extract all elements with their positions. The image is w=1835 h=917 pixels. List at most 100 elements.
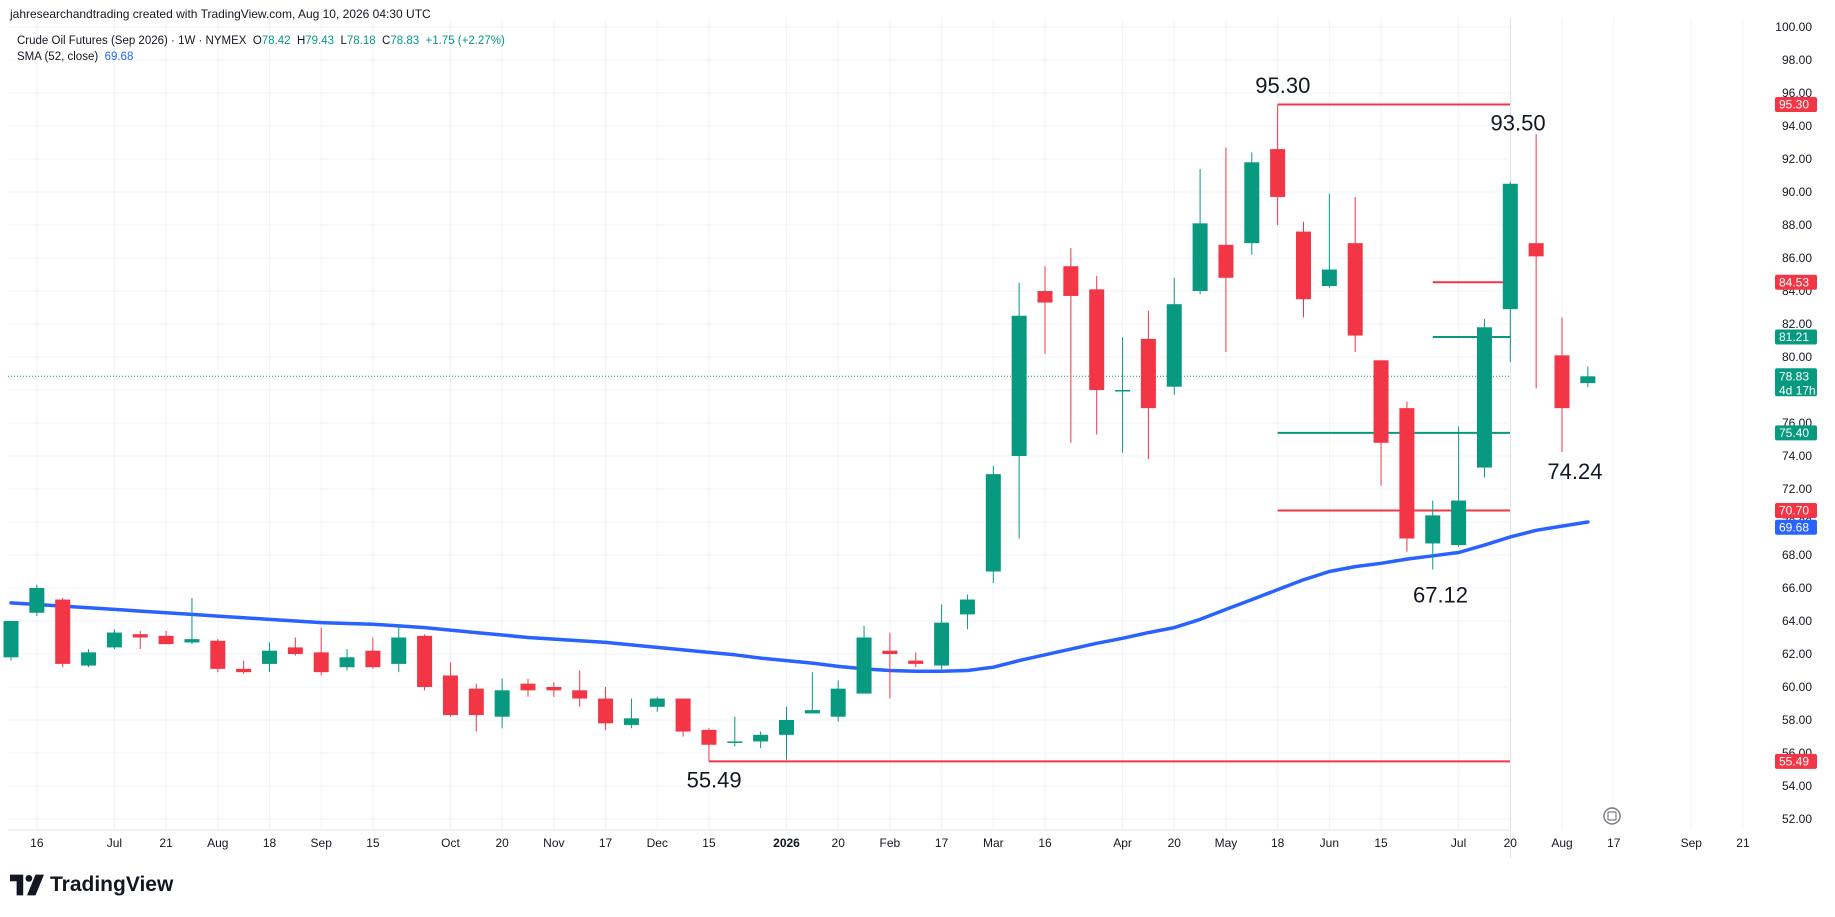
x-tick-label: 16 — [1038, 836, 1052, 850]
price-tag-label: 81.21 — [1779, 330, 1809, 344]
tradingview-logo[interactable]: TradingView — [10, 873, 173, 897]
candle — [1347, 196, 1363, 353]
candle-body — [494, 690, 510, 717]
candle — [262, 642, 277, 673]
go-to-realtime-icon[interactable] — [1603, 807, 1621, 825]
price-tag-label: 78.83 — [1779, 369, 1809, 383]
candle-body — [959, 599, 975, 615]
price-tag-label: 70.70 — [1779, 503, 1809, 517]
candle — [1425, 500, 1441, 570]
candle-body — [1296, 231, 1311, 300]
x-tick-label: 20 — [1168, 836, 1182, 850]
candle — [132, 630, 148, 650]
candle-body — [598, 698, 614, 724]
x-tick-label: 15 — [702, 836, 716, 850]
candle — [184, 597, 200, 645]
price-tag — [1775, 502, 1817, 518]
y-tick-label: 94.00 — [1782, 119, 1812, 133]
price-annotation: 95.30 — [1255, 73, 1310, 98]
y-tick-label: 54.00 — [1782, 779, 1812, 793]
sma-line[interactable] — [9, 520, 1590, 674]
ohlc-change-value: +1.75 (+2.27%) — [425, 35, 505, 47]
price-tag-sublabel: 4d 17h — [1779, 383, 1816, 397]
x-tick-label: 15 — [366, 836, 380, 850]
x-tick-label: Feb — [880, 836, 901, 850]
x-tick-label: 18 — [263, 836, 277, 850]
candle — [339, 649, 355, 671]
candle — [649, 696, 665, 712]
x-tick-label: 21 — [1736, 836, 1750, 850]
price-tag-label: 95.30 — [1779, 98, 1809, 112]
y-tick-label: 100.00 — [1775, 20, 1812, 34]
x-tick-label: Jul — [1451, 836, 1466, 850]
candle — [1554, 317, 1570, 453]
candle — [1502, 182, 1518, 362]
y-tick-label: 52.00 — [1782, 812, 1812, 826]
candle-body — [727, 741, 743, 743]
candle-body — [1580, 376, 1596, 384]
candle — [1580, 366, 1596, 388]
candle — [1244, 152, 1260, 255]
candle-body — [1089, 289, 1105, 390]
candle-body — [1321, 269, 1337, 287]
y-tick-label: 60.00 — [1782, 680, 1812, 694]
candle-body — [1218, 244, 1234, 278]
candle-body — [856, 637, 872, 694]
candle-body — [29, 588, 45, 613]
y-tick-label: 82.00 — [1782, 317, 1812, 331]
price-tag — [1775, 274, 1817, 290]
sma-legend-value: 69.68 — [104, 51, 134, 63]
candle — [391, 624, 407, 673]
candle — [494, 678, 510, 729]
y-tick-label: 68.00 — [1782, 548, 1812, 562]
price-tag-label: 69.68 — [1779, 520, 1809, 534]
candle — [701, 728, 717, 762]
candle — [365, 637, 381, 669]
tradingview-logo-icon — [10, 874, 44, 896]
x-tick-label: 20 — [495, 836, 509, 850]
price-annotations: 95.30 93.50 74.24 67.12 55.49 — [687, 73, 1603, 793]
candle-body — [1554, 355, 1570, 409]
price-tag-label: 84.53 — [1779, 275, 1809, 289]
x-tick-label: Jun — [1320, 836, 1339, 850]
candle — [572, 670, 588, 707]
candle-body — [520, 683, 536, 691]
y-tick-label: 58.00 — [1782, 713, 1812, 727]
candle — [908, 652, 924, 668]
candle-body — [1347, 243, 1363, 336]
candle — [417, 634, 433, 691]
candle-body — [55, 599, 71, 664]
candle — [106, 629, 122, 650]
candle — [3, 621, 19, 661]
candle — [882, 632, 898, 699]
chart-grid — [8, 18, 1744, 858]
candle-body — [391, 637, 407, 664]
y-tick-label: 92.00 — [1782, 152, 1812, 166]
candle — [934, 604, 950, 671]
time-axis[interactable]: 16 Jul 21 Aug 18 Sep 15 Oct 20 Nov 17 Dec 15 2026 20 Fe… — [30, 836, 1750, 850]
sma-legend-label[interactable]: SMA (52, close) — [17, 51, 99, 63]
candle — [1011, 282, 1027, 539]
symbol-legend: Crude Oil Futures (Sep 2026) · 1W · NYME… — [17, 35, 505, 47]
symbol-title[interactable]: Crude Oil Futures (Sep 2026) · 1W · NYME… — [17, 35, 247, 47]
candle-body — [184, 639, 200, 643]
candle — [1476, 319, 1492, 478]
y-tick-label: 74.00 — [1782, 449, 1812, 463]
price-axis[interactable]: 52.0054.0056.0058.0060.0062.0064.0066.00… — [1775, 20, 1812, 826]
y-tick-label: 86.00 — [1782, 251, 1812, 265]
candle — [804, 672, 820, 714]
ohlc-high-label: H — [296, 35, 306, 47]
candle-body — [1166, 304, 1182, 387]
horizontal-levels[interactable] — [708, 103, 1510, 763]
x-tick-label: May — [1215, 836, 1238, 850]
y-tick-label: 80.00 — [1782, 350, 1812, 364]
candles-layer — [3, 104, 1596, 762]
candle — [959, 594, 975, 630]
candle — [1296, 221, 1311, 318]
x-tick-label: Aug — [207, 836, 228, 850]
candle-body — [468, 688, 484, 716]
y-tick-label: 64.00 — [1782, 614, 1812, 628]
candle — [1373, 360, 1389, 486]
candle-body — [365, 650, 381, 668]
